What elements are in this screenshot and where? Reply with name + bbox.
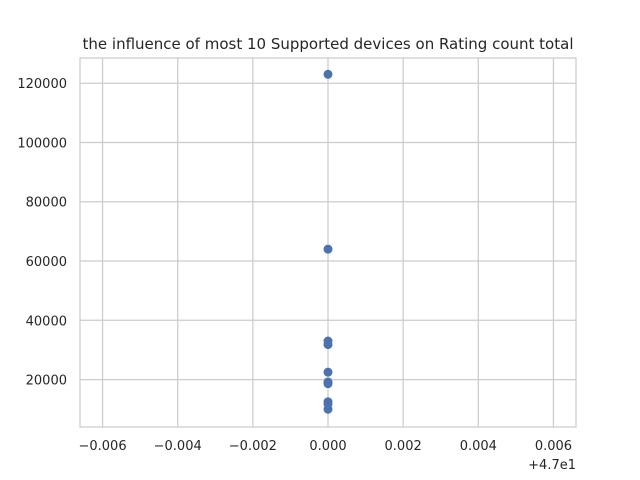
data-point — [323, 404, 333, 414]
y-tick-label: 60000 — [26, 255, 67, 270]
x-tick-label: −0.002 — [229, 439, 277, 454]
x-tick-label: 0.002 — [385, 439, 422, 454]
data-point — [323, 244, 333, 254]
data-point — [323, 379, 333, 389]
y-tick-label: 40000 — [26, 314, 67, 329]
data-point — [323, 367, 333, 377]
data-point — [323, 69, 333, 79]
x-tick-label: 0.004 — [460, 439, 497, 454]
y-tick-label: 100000 — [17, 136, 67, 151]
data-points — [323, 69, 333, 414]
x-tick-label: −0.004 — [154, 439, 202, 454]
x-tick-label: 0.000 — [309, 439, 346, 454]
x-tick-label: 0.006 — [535, 439, 572, 454]
grid-lines — [80, 58, 576, 427]
plot-frame — [79, 57, 577, 428]
y-tick-label: 80000 — [26, 196, 67, 211]
y-tick-label: 120000 — [17, 77, 67, 92]
x-tick-label: −0.006 — [78, 439, 126, 454]
data-point — [323, 340, 333, 350]
x-axis-offset-label: +4.7e1 — [528, 458, 576, 473]
y-tick-labels: 20000 40000 60000 80000 100000 120000 — [17, 77, 67, 388]
chart-title: the influence of most 10 Supported devic… — [83, 35, 574, 53]
x-tick-labels: −0.006 −0.004 −0.002 0.000 0.002 0.004 0.006 — [78, 439, 572, 454]
y-tick-label: 20000 — [26, 374, 67, 389]
